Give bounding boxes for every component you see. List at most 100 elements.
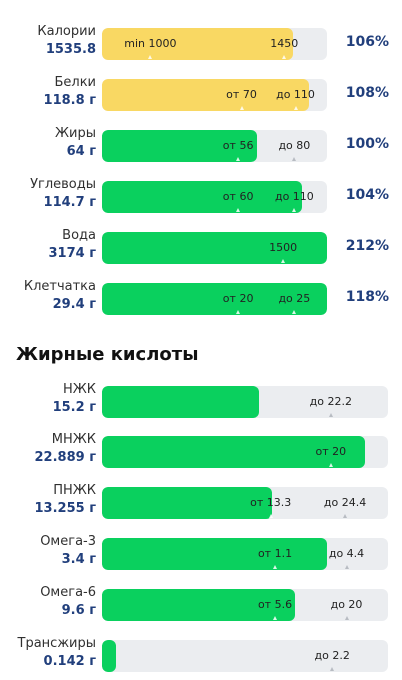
- nutrient-row[interactable]: Клетчатка 29.4 г от 20 до 25 118%: [0, 279, 402, 321]
- max-label: 1450: [270, 37, 299, 50]
- target-marker: [292, 310, 297, 314]
- nutrient-amount: 3174 г: [48, 246, 97, 261]
- target-marker: [343, 514, 348, 518]
- fatty-acid-row[interactable]: НЖК 15.2 г до 22.2: [0, 382, 402, 424]
- nutrient-row[interactable]: Вода 3174 г 1500 212%: [0, 228, 402, 270]
- max-label: до 24.4: [323, 496, 367, 509]
- max-label: до 25: [278, 292, 311, 305]
- progress-fill: [102, 130, 258, 162]
- nutrient-name: Углеводы: [30, 177, 96, 192]
- nutrient-name: Трансжиры: [17, 636, 96, 651]
- progress-fill: [102, 283, 327, 315]
- nutrient-name: Омега-6: [40, 585, 96, 600]
- target-marker: [148, 55, 153, 59]
- nutrient-percent: 100%: [345, 136, 389, 152]
- target-marker: [328, 413, 333, 417]
- target-marker: [293, 106, 298, 110]
- fatty-acid-row[interactable]: Трансжиры 0.142 г до 2.2: [0, 636, 402, 678]
- nutrient-row[interactable]: Углеводы 114.7 г от 60 до 110 104%: [0, 177, 402, 219]
- max-label: 1500: [269, 241, 298, 254]
- max-label: до 110: [276, 88, 315, 101]
- nutrient-amount: 15.2 г: [52, 400, 96, 415]
- max-label: до 20: [330, 598, 363, 611]
- nutrient-percent: 104%: [345, 187, 389, 203]
- nutrient-amount: 1535.8: [45, 42, 96, 57]
- min-label: от 60: [222, 190, 254, 203]
- target-marker: [328, 463, 333, 467]
- target-marker: [281, 259, 286, 263]
- nutrient-name: МНЖК: [51, 432, 96, 447]
- progress-track: min 1000 1450: [102, 28, 327, 60]
- nutrient-amount: 118.8 г: [43, 93, 96, 108]
- nutrient-percent: 108%: [345, 85, 389, 101]
- nutrient-name: ПНЖК: [53, 483, 96, 498]
- nutrient-amount: 3.4 г: [61, 552, 96, 567]
- fatty-acid-row[interactable]: ПНЖК 13.255 г от 13.3 до 24.4: [0, 483, 402, 525]
- min-label: от 5.6: [257, 598, 293, 611]
- target-marker: [268, 514, 273, 518]
- nutrient-name: Клетчатка: [23, 279, 96, 294]
- nutrient-percent: 212%: [345, 238, 389, 254]
- target-marker: [273, 565, 278, 569]
- target-marker: [292, 208, 297, 212]
- progress-fill: [102, 487, 273, 519]
- progress-fill: [102, 538, 327, 570]
- progress-track: до 2.2: [102, 640, 388, 672]
- progress-fill: [102, 79, 309, 111]
- max-label: до 22.2: [309, 395, 352, 408]
- progress-track: от 1.1 до 4.4: [102, 538, 388, 570]
- nutrient-row[interactable]: Калории 1535.8 min 1000 1450 106%: [0, 24, 402, 66]
- nutrient-amount: 64 г: [66, 144, 96, 159]
- fatty-acid-row[interactable]: Омега-3 3.4 г от 1.1 до 4.4: [0, 534, 402, 576]
- progress-track: от 20: [102, 436, 388, 468]
- fatty-acid-row[interactable]: Омега-6 9.6 г от 5.6 до 20: [0, 585, 402, 627]
- target-marker: [239, 106, 244, 110]
- target-marker: [236, 208, 241, 212]
- progress-fill: [102, 386, 260, 418]
- progress-fill: [102, 589, 296, 621]
- progress-fill: [102, 28, 294, 60]
- progress-track: от 20 до 25: [102, 283, 327, 315]
- nutrient-name: Калории: [37, 24, 96, 39]
- progress-fill: [102, 232, 327, 264]
- progress-fill: [102, 181, 303, 213]
- nutrient-name: Омега-3: [40, 534, 96, 549]
- min-label: от 20: [222, 292, 254, 305]
- nutrient-name: Белки: [54, 75, 96, 90]
- progress-track: 1500: [102, 232, 327, 264]
- target-marker: [330, 667, 335, 671]
- min-label: от 56: [222, 139, 254, 152]
- nutrient-name: Жиры: [55, 126, 96, 141]
- nutrient-amount: 114.7 г: [43, 195, 96, 210]
- progress-track: от 60 до 110: [102, 181, 327, 213]
- nutrient-amount: 29.4 г: [52, 297, 96, 312]
- progress-track: от 70 до 110: [102, 79, 327, 111]
- fatty-acids-title: Жирные кислоты: [16, 344, 199, 365]
- progress-fill: [102, 436, 366, 468]
- progress-track: от 56 до 80: [102, 130, 327, 162]
- target-marker: [236, 157, 241, 161]
- nutrient-amount: 22.889 г: [34, 450, 96, 465]
- nutrient-percent: 118%: [345, 289, 389, 305]
- fatty-acid-row[interactable]: МНЖК 22.889 г от 20: [0, 432, 402, 474]
- nutrient-name: НЖК: [62, 382, 96, 397]
- min-label: от 13.3: [250, 496, 292, 509]
- nutrient-percent: 106%: [345, 34, 389, 50]
- target-marker: [282, 55, 287, 59]
- min-label: min 1000: [124, 37, 177, 50]
- nutrient-row[interactable]: Белки 118.8 г от 70 до 110 108%: [0, 75, 402, 117]
- progress-fill: [102, 640, 117, 672]
- target-marker: [292, 157, 297, 161]
- max-label: от 20: [315, 445, 347, 458]
- progress-track: от 5.6 до 20: [102, 589, 388, 621]
- nutrient-amount: 0.142 г: [43, 654, 96, 669]
- target-marker: [273, 616, 278, 620]
- progress-track: до 22.2: [102, 386, 388, 418]
- target-marker: [236, 310, 241, 314]
- max-label: до 80: [278, 139, 311, 152]
- max-label: до 2.2: [314, 649, 350, 662]
- min-label: от 70: [226, 88, 257, 101]
- nutrient-row[interactable]: Жиры 64 г от 56 до 80 100%: [0, 126, 402, 168]
- target-marker: [344, 616, 349, 620]
- max-label: до 4.4: [328, 547, 365, 560]
